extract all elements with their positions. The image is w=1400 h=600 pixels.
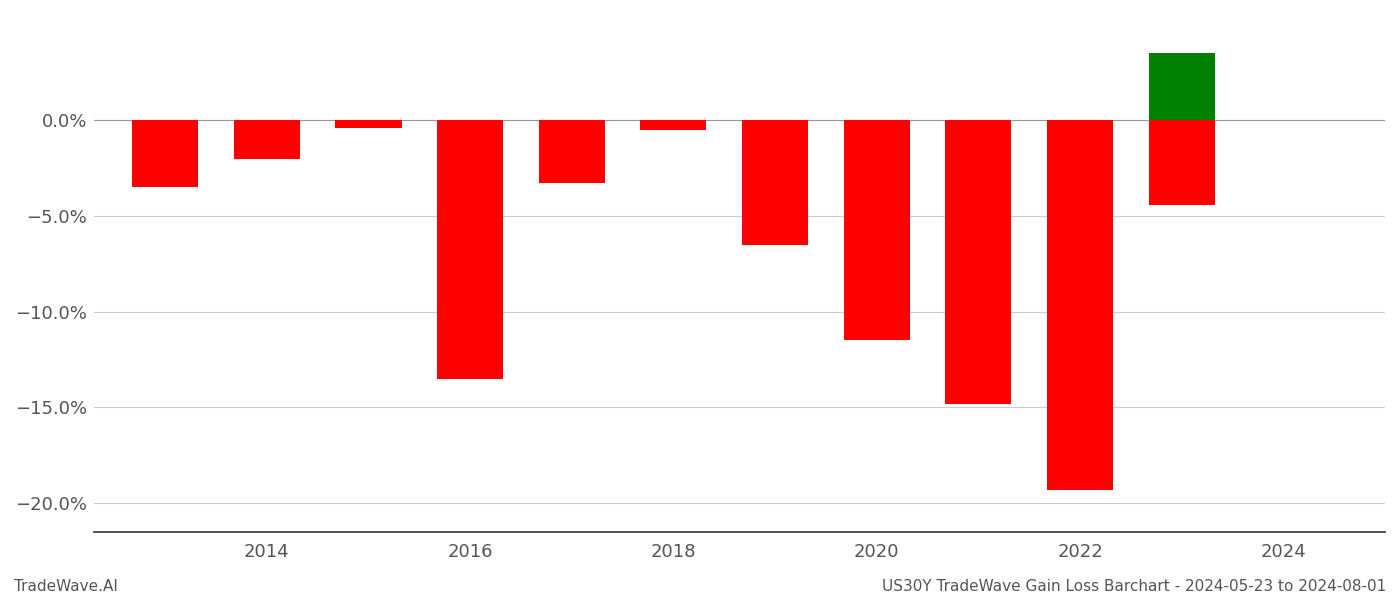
Bar [844,120,910,340]
Bar [640,120,707,130]
Bar [234,120,300,158]
Bar [742,120,808,245]
Text: US30Y TradeWave Gain Loss Barchart - 2024-05-23 to 2024-08-01: US30Y TradeWave Gain Loss Barchart - 202… [882,579,1386,594]
Bar [1148,120,1215,205]
Bar [945,120,1011,404]
Bar [437,120,503,379]
Bar [336,120,402,128]
Bar [539,120,605,184]
Bar [1148,53,1215,120]
Bar [132,120,199,187]
Bar [1047,120,1113,490]
Text: TradeWave.AI: TradeWave.AI [14,579,118,594]
